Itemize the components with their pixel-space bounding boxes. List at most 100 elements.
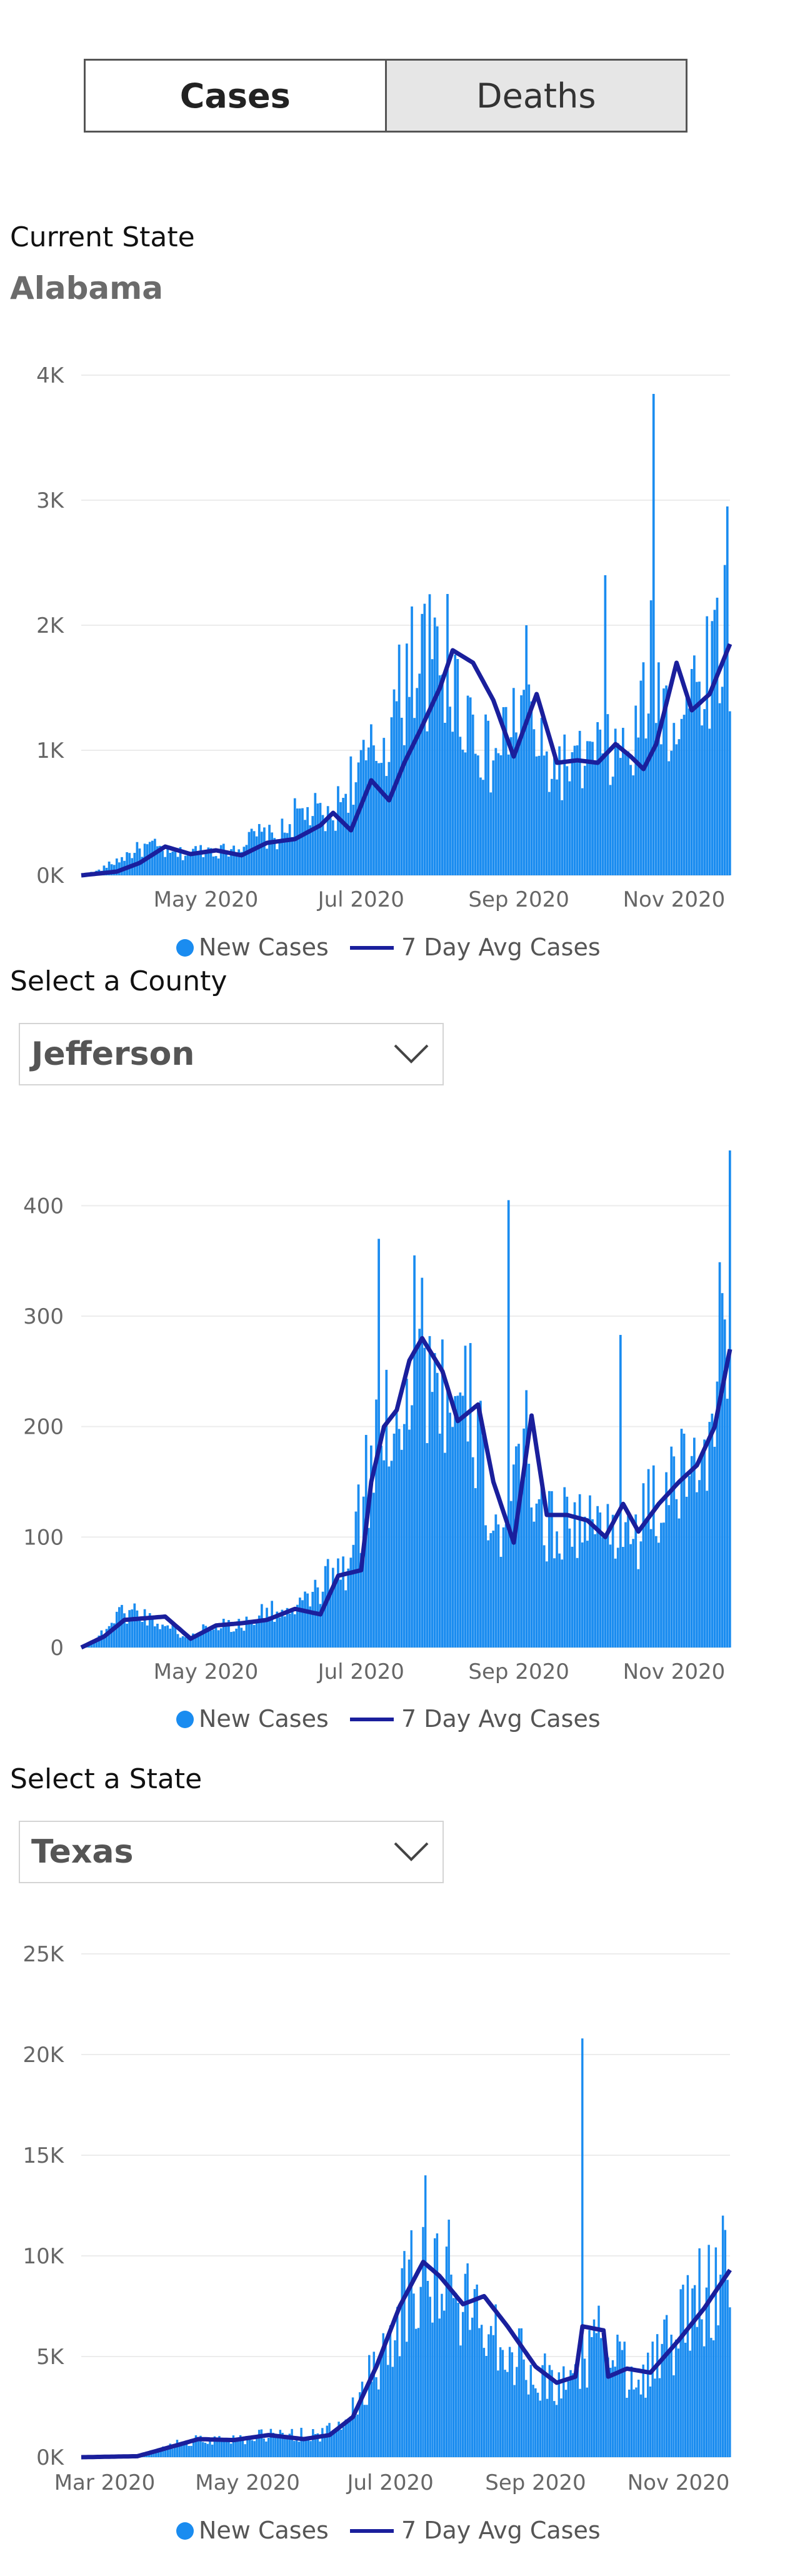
new-cases-bar (281, 2433, 284, 2457)
new-cases-bar (690, 1456, 693, 1648)
new-cases-bar (222, 843, 225, 875)
new-cases-bar (579, 2388, 581, 2457)
new-cases-bar (591, 1519, 594, 1648)
new-cases-bar (518, 2328, 521, 2457)
new-cases-bar (728, 711, 731, 875)
new-cases-bar (241, 2439, 244, 2457)
new-cases-bar (232, 845, 235, 875)
new-cases-bar (426, 2280, 429, 2457)
new-cases-bar (295, 2438, 298, 2457)
new-cases-bar (347, 812, 350, 875)
new-cases-bar (151, 1616, 154, 1648)
new-cases-bar (446, 1387, 449, 1648)
new-cases-bar (186, 1636, 189, 1648)
new-cases-bar (507, 754, 510, 875)
new-cases-bar (413, 1255, 416, 1648)
new-cases-bar (192, 1633, 194, 1648)
cases-button[interactable]: Cases (84, 59, 387, 133)
new-cases-bar (558, 2372, 561, 2457)
new-cases-bar (719, 2274, 722, 2457)
new-cases-bar (400, 1449, 403, 1648)
new-cases-bar (121, 857, 123, 875)
new-cases-bar (461, 749, 464, 875)
new-cases-bar (652, 1465, 655, 1648)
new-cases-bar (190, 2445, 192, 2457)
new-cases-bar (438, 675, 441, 875)
new-cases-bar (429, 2297, 431, 2457)
new-cases-bar (507, 1200, 510, 1648)
county-cases-chart: 0 100 200 300 400 May 2020 Jul 2020 Sep 2020 Nov… (23, 1150, 732, 1733)
new-cases-bar (621, 2350, 624, 2457)
new-cases-bar (194, 846, 197, 875)
new-cases-bar (703, 1439, 706, 1648)
new-cases-bar (469, 2330, 471, 2457)
x-tick-label: Nov 2020 (623, 887, 726, 912)
new-cases-bar (660, 1522, 662, 1648)
new-cases-bar (408, 1429, 411, 1648)
new-cases-bar (522, 1428, 525, 1648)
new-cases-bar (471, 1457, 474, 1648)
new-cases-bar (627, 751, 629, 875)
new-cases-bar (509, 1501, 512, 1648)
new-cases-bar (678, 739, 681, 875)
new-cases-bar (375, 761, 378, 875)
new-cases-bar (674, 2339, 678, 2457)
new-cases-bar (219, 1628, 222, 1648)
new-cases-bar (679, 2289, 682, 2457)
new-cases-bar (581, 788, 584, 875)
new-cases-bar (309, 2441, 312, 2457)
new-cases-bar (258, 2430, 261, 2457)
new-cases-bar (251, 2440, 254, 2457)
new-cases-bar (335, 2432, 338, 2457)
new-cases-bar (635, 2387, 638, 2457)
new-cases-bar (685, 697, 688, 875)
new-cases-bar (604, 575, 607, 875)
new-cases-bar (634, 705, 638, 875)
county-dropdown[interactable]: Jefferson (19, 1023, 444, 1085)
new-cases-bar (721, 687, 724, 875)
new-cases-bar (441, 674, 444, 875)
new-cases-bar (710, 2338, 712, 2457)
new-cases-bar (474, 1488, 477, 1648)
new-cases-bar (304, 820, 306, 875)
new-cases-bar (262, 2438, 265, 2457)
chevron-down-icon (394, 1842, 429, 1861)
new-cases-bar (148, 1613, 151, 1648)
new-cases-bar (331, 2432, 333, 2457)
new-cases-bar (614, 2367, 616, 2457)
new-cases-bar (387, 2365, 389, 2457)
state-dropdown[interactable]: Texas (19, 1821, 444, 1883)
new-cases-bar (309, 1606, 312, 1648)
new-cases-bar (284, 2435, 286, 2457)
new-cases-bar (558, 746, 561, 875)
new-cases-bar (685, 1496, 688, 1648)
new-cases-bar (698, 682, 701, 875)
new-cases-bar (504, 1524, 508, 1648)
legend-label-new-cases: New Cases (199, 2517, 329, 2544)
new-cases-bar (417, 2328, 420, 2457)
new-cases-bar (352, 1544, 355, 1648)
new-cases-bar (179, 847, 182, 875)
new-cases-bar (342, 1556, 344, 1648)
new-cases-bar (535, 1503, 538, 1648)
new-cases-bar (444, 1452, 446, 1648)
new-cases-bar (535, 756, 538, 875)
new-cases-bar (504, 707, 508, 875)
new-cases-bar (326, 806, 329, 875)
new-cases-bar (228, 2439, 230, 2457)
x-tick-label: Nov 2020 (628, 2470, 730, 2495)
new-cases-bar (245, 1616, 248, 1648)
new-cases-bar (433, 1353, 436, 1648)
new-cases-bar (665, 685, 668, 875)
deaths-button[interactable]: Deaths (386, 59, 688, 133)
y-tick-label: 300 (23, 1304, 64, 1329)
new-cases-bar (416, 1350, 419, 1648)
new-cases-bar (123, 1613, 126, 1648)
new-cases-bar (680, 718, 683, 875)
new-cases-bar (283, 832, 286, 875)
county-dropdown-value: Jefferson (31, 1035, 195, 1073)
new-cases-bar (609, 785, 612, 875)
new-cases-bar (542, 755, 546, 875)
new-cases-bar (334, 830, 337, 875)
new-cases-bar (166, 846, 169, 875)
